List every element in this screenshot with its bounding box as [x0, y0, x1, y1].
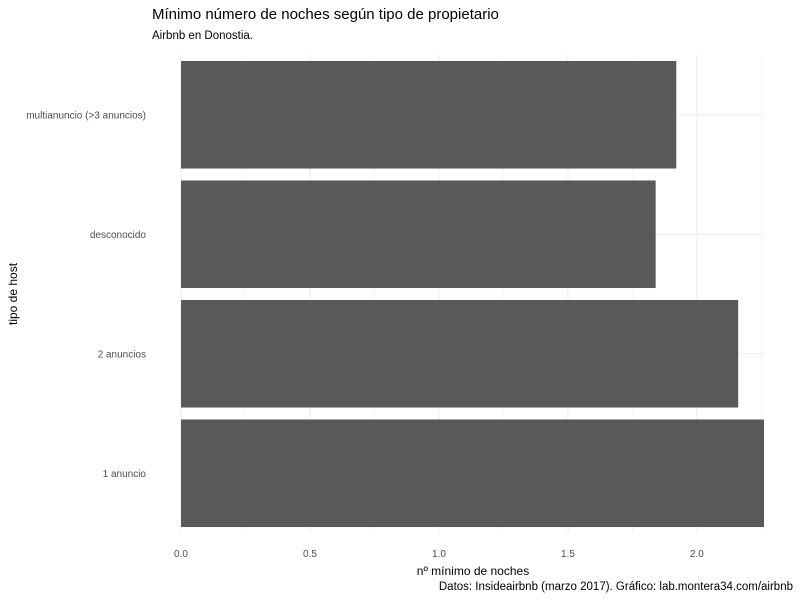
y-tick-label: 2 anuncios — [98, 349, 146, 360]
x-tick-label: 1.0 — [432, 549, 446, 560]
x-axis-title: nº mínimo de noches — [417, 564, 529, 578]
x-axis-ticks: 0.0 0.5 1.0 1.5 2.0 — [174, 549, 704, 560]
chart-caption: Datos: Insideairbnb (marzo 2017). Gráfic… — [439, 581, 793, 593]
x-tick-label: 2.0 — [690, 549, 704, 560]
bar-3 — [181, 299, 739, 408]
y-tick-label: desconocido — [90, 230, 147, 241]
x-tick-label: 0.5 — [303, 549, 317, 560]
bars — [181, 60, 764, 528]
chart-subtitle: Airbnb en Donostia. — [152, 30, 253, 42]
x-tick-label: 1.5 — [561, 549, 575, 560]
y-axis-ticks: multianuncio (>3 anuncios) desconocido 2 a… — [26, 110, 146, 480]
bar-2 — [181, 180, 656, 289]
chart-title: Mínimo número de noches según tipo de pr… — [152, 6, 499, 23]
y-axis-title: tipo de host — [6, 262, 20, 325]
y-tick-label: 1 anuncio — [103, 469, 147, 480]
bar-4 — [181, 419, 764, 528]
y-tick-label: multianuncio (>3 anuncios) — [26, 110, 146, 121]
bar-1 — [181, 60, 677, 169]
x-tick-label: 0.0 — [174, 549, 188, 560]
